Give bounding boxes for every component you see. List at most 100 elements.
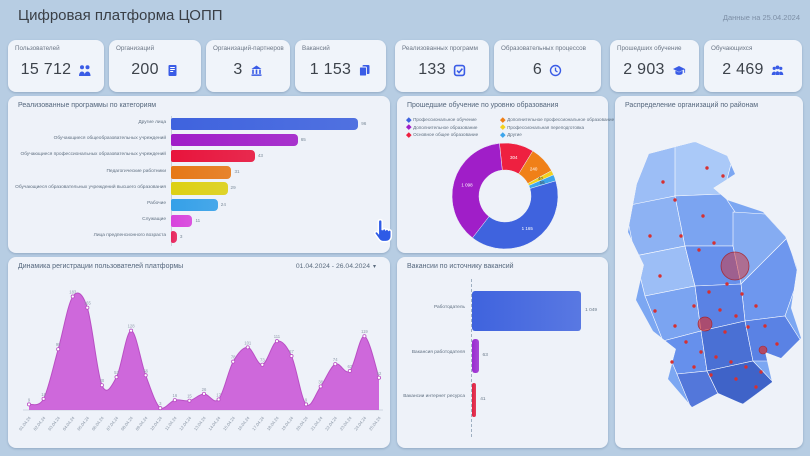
kpi-label: Организаций [116,45,155,52]
data-point [362,334,367,339]
bar-row: Работодатель 1 049 [397,291,608,331]
data-point-value-label: 9 [305,397,308,402]
data-point [201,391,206,396]
bar-category-label: Обучающиеся общеобразовательных учрежден… [53,136,166,142]
bar-row: Другие лица 96 [8,116,390,132]
kpi-card-edu-processes: Образовательных процессов 6 [494,40,601,92]
data-point [143,373,148,378]
x-axis-tick-label: 18.04.24 [266,415,280,431]
data-point [289,354,294,359]
map-districts [628,142,801,407]
data-point [99,383,104,388]
y-axis-line [171,116,172,246]
x-axis-tick-label: 23.04.24 [339,415,353,431]
checkbox-icon [453,64,466,77]
data-point [376,375,381,380]
data-point-value-label: 78 [231,355,236,360]
data-point [274,339,279,344]
x-axis-tick-label: 21.04.24 [309,415,323,431]
data-point-value-label: 38 [318,379,323,384]
x-axis-tick-label: 22.04.24 [324,415,338,431]
data-point [347,368,352,373]
donut-legend-column-2: Дополнительное профессиональное образова… [500,116,614,140]
data-point [114,375,119,380]
panel-programs-by-category: Реализованные программы по категориям Др… [8,96,390,253]
bar-category-label: Служащие [142,217,166,223]
x-axis-tick-label: 04.04.24 [62,415,76,431]
bar-row: Вакансия работодателя 63 [397,339,608,373]
x-axis-tick-label: 15.04.24 [222,415,236,431]
x-axis-tick-label: 05.04.24 [76,415,90,431]
data-point [231,359,236,364]
legend-item: Дополнительное образование [406,124,478,130]
bar [171,214,193,228]
donut-slice-value-label: 240 [530,166,538,171]
kpi-card-users: Пользователей 15 712 [8,40,104,92]
data-point [187,398,192,403]
bar [171,133,298,147]
people-icon [78,64,91,77]
kpi-card-trained: Прошедших обучение 2 903 [610,40,699,92]
x-axis-tick-label: 06.04.24 [91,415,105,431]
bar [171,198,218,211]
x-axis-tick-label: 12.04.24 [178,415,192,431]
data-point [56,347,61,352]
bar-category-label: Обучающиеся образовательных учреждений в… [15,184,166,190]
map-bubble-large [720,251,750,281]
kpi-value: 6 [532,61,543,78]
bar-value-label: 24 [220,201,226,207]
x-axis-tick-label: 20.04.24 [295,415,309,431]
data-point [216,397,221,402]
x-axis-tick-label: 10.04.24 [149,415,163,431]
date-range-selector[interactable]: 01.04.2024 - 26.04.2024 ▾ [296,263,376,270]
bar-category-label: Педагогические работники [106,168,166,174]
bar-row: Обучающиеся образовательных учреждений в… [8,181,390,197]
bar [171,149,255,163]
data-point-value-label: 18 [41,392,46,397]
legend-label: Другие [507,132,522,138]
bar-category-label: Обучающиеся профессиональных образовател… [20,152,166,158]
donut-slice [451,143,503,239]
kpi-card-organizations: Организаций 200 [109,40,201,92]
map-bubble-small [758,345,768,355]
data-point-value-label: 26 [202,387,207,392]
data-point-value-label: 56 [143,368,148,373]
kpi-value: 2 469 [722,61,764,78]
bar-row: Обучающиеся общеобразовательных учрежден… [8,132,390,148]
panel-organizations-map: Распределение организаций по районам [615,96,803,448]
kpi-card-vacancies: Вакансий 1 153 [295,40,386,92]
x-axis-tick-label: 02.04.24 [32,415,46,431]
data-point-value-label: 165 [84,301,92,306]
bar-row: Лица предпенсионного возраста 3 [8,229,390,245]
x-axis-tick-label: 09.04.24 [134,415,148,431]
chevron-down-icon: ▾ [372,264,376,270]
bar-value-label: 3 [179,233,183,239]
data-point-value-label: 52 [377,371,382,376]
bar-row: Рабочие 24 [8,197,390,213]
kpi-card-programs: Реализованных программ 133 [395,40,489,92]
data-point-value-label: 98 [56,342,61,347]
data-point-value-label: 40 [100,378,105,383]
map-bubble-medium [697,316,713,332]
x-axis-tick-label: 11.04.24 [164,415,178,431]
kpi-value: 2 903 [623,61,665,78]
kpi-value: 15 712 [20,61,72,78]
panel-title: Реализованные программы по категориям [18,102,157,109]
bar [472,383,477,417]
kpi-label: Обучающихся [711,45,753,52]
bar-value-label: 65 [300,136,306,142]
data-point [172,398,177,403]
legend-label: Профессиональная переподготовка [507,124,585,130]
data-point-value-label: 73 [260,358,265,363]
bank-icon [250,64,263,77]
kpi-label: Прошедших обучение [617,45,682,52]
panel-title: Динамика регистрации пользователей платф… [18,263,184,270]
donut-slice [472,180,559,250]
x-axis-tick-label: 13.04.24 [193,415,207,431]
x-axis-tick-label: 03.04.24 [47,415,61,431]
vacancies-bar-chart: Работодатель 1 049 Вакансия работодателя 63… [397,257,608,448]
legend-item: Другие [500,132,614,138]
donut-slice-value-label: 56 [540,180,546,185]
donut-slice-value-label: 1 165 [522,226,534,231]
legend-item: Основное общее образование [406,132,478,138]
